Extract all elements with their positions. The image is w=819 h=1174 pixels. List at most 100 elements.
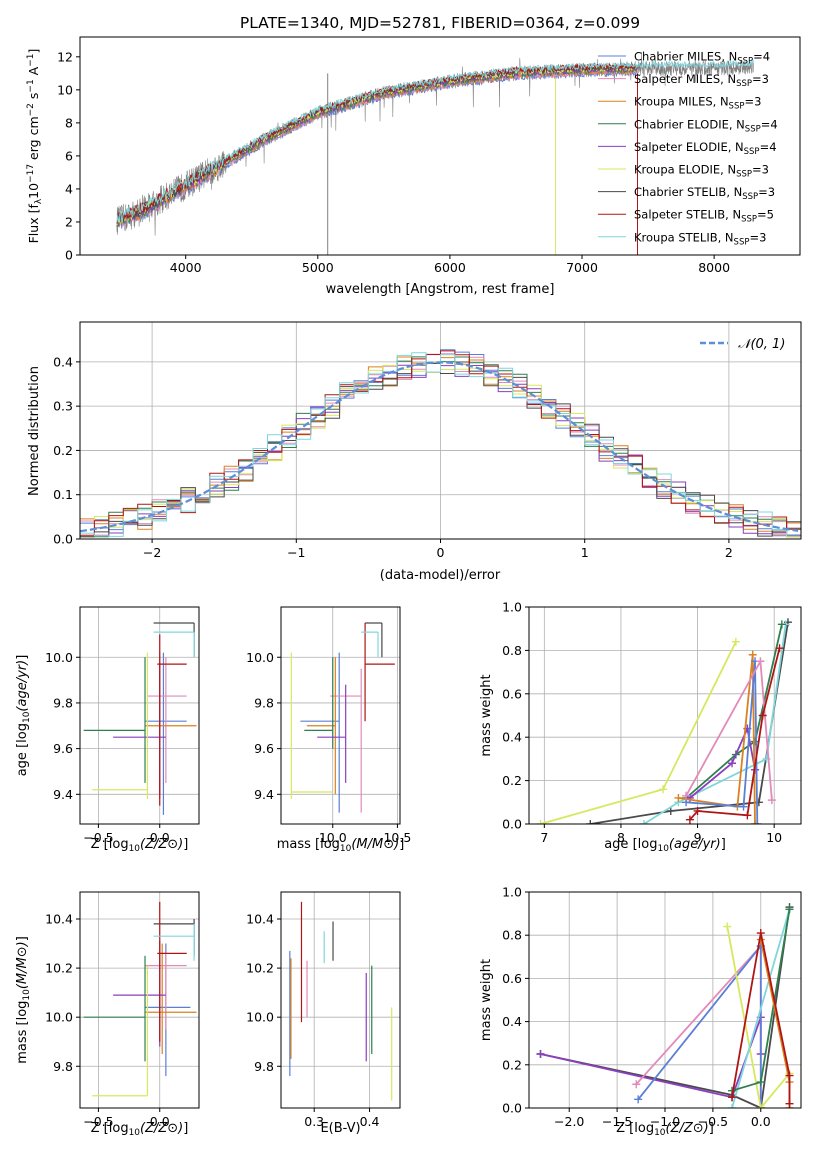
weight-vs-age-xlabel: age [log10(age/yr)]: [604, 837, 726, 854]
mass-vs-z-xtick-label: 0.0: [150, 1114, 170, 1129]
residual-xtick-label: −2: [143, 545, 161, 560]
weight-vs-z-marker-chab_miles: [634, 1095, 643, 1104]
age-vs-z-ytick-label: 9.6: [53, 741, 73, 756]
age-vs-z-xtick-label: 0.0: [150, 830, 170, 845]
weight-vs-age-line-chab_elodie: [685, 624, 783, 799]
spectrum-ytick-label: 12: [57, 49, 73, 64]
weight-vs-age-marker-krou_elodie: [731, 637, 740, 646]
weight-vs-age-marker-salp_stelib: [775, 644, 784, 653]
weight-vs-age-marker-chab_stelib: [586, 820, 595, 824]
weight-vs-age-marker-chab_elodie: [777, 620, 786, 629]
weight-vs-z-ytick-label: 0.4: [502, 1014, 522, 1029]
mass-vs-z-panel: −0.5 0.0 9.8 10.0 10.2 10.4 Z [log10(Z/Z⊙)] mas…: [15, 891, 200, 1138]
weight-vs-z-marker-salp_stelib: [756, 929, 765, 938]
spectrum-ytick-label: 10: [57, 82, 73, 97]
weight-vs-z-marker-krou_elodie: [723, 922, 732, 931]
legend-label-chab_miles: Chabrier MILES, NSSP=4: [634, 50, 770, 67]
spectrum-xtick-label: 6000: [434, 260, 466, 275]
spectrum-ytick-label: 0: [65, 248, 73, 263]
residual-xtick-label: −1: [287, 545, 305, 560]
age-vs-z-xtick-label: −0.5: [83, 830, 113, 845]
weight-vs-age-marker-chab_stelib: [666, 806, 675, 815]
age-vs-mass-xtick-label: 10.0: [319, 830, 347, 845]
spectrum-xlabel: wavelength [Angstrom, rest frame]: [326, 282, 555, 297]
weight-vs-age-xtick-label: 9: [694, 830, 702, 845]
mass-vs-z-xtick-label: −0.5: [83, 1114, 113, 1129]
age-vs-z-plot: [83, 622, 197, 815]
weight-vs-z-xlabel: Z [log10(Z/Z⊙)]: [616, 1121, 714, 1138]
model-line-krou_elodie: [116, 64, 638, 226]
weight-vs-age-ylabel: mass weight: [479, 674, 494, 756]
mass-vs-z-xlabel: Z [log10(Z/Z⊙)]: [91, 1121, 189, 1138]
residual-ytick-label: 0.3: [53, 399, 73, 414]
weight-vs-z-xtick-label: 0.0: [751, 1114, 771, 1129]
weight-vs-z-marker-salp_stelib: [728, 1093, 737, 1102]
weight-vs-z-xtick-label: −2.0: [554, 1114, 584, 1129]
mass-vs-z-plot: [83, 901, 197, 1097]
weight-vs-z-marker-salp_miles: [632, 1080, 641, 1089]
mass-vs-ebv-panel: 0.3 0.4 9.8 10.0 10.2 10.4 E(B-V): [246, 891, 401, 1136]
age-vs-z-panel: −0.5 0.0 9.4 9.6 9.8 10.0 Z [log10(Z/Z⊙)] age […: [15, 606, 200, 854]
mass-vs-z-axes-frame: [79, 891, 200, 1109]
residual-xtick-label: 1: [581, 545, 589, 560]
weight-vs-z-xtick-label: −1.5: [602, 1114, 632, 1129]
weight-vs-z-xtick-label: −1.0: [650, 1114, 680, 1129]
weight-vs-z-ylabel: mass weight: [479, 959, 494, 1041]
weight-vs-z-marker-krou_stelib: [728, 1104, 737, 1108]
age-vs-z-ytick-label: 9.8: [53, 695, 73, 710]
weight-vs-age-line-krou_stelib: [643, 624, 787, 824]
legend-label-chab_elodie: Chabrier ELODIE, NSSP=4: [634, 117, 778, 134]
weight-vs-age-marker-chab_miles: [753, 820, 762, 824]
normal-curve: [80, 361, 799, 533]
weight-vs-age-line-krou_miles: [678, 654, 756, 824]
weight-vs-age-ytick-label: 0.6: [502, 686, 522, 701]
age-vs-mass-ytick-label: 9.8: [254, 695, 274, 710]
legend-label-chab_stelib: Chabrier STELIB, NSSP=3: [634, 185, 775, 202]
spectrum-axes-frame: [79, 36, 801, 256]
weight-vs-age-ytick-label: 1.0: [502, 600, 522, 615]
legend-label-salp_miles: Salpeter MILES, NSSP=3: [634, 72, 769, 89]
weight-vs-age-marker-chab_miles: [739, 802, 748, 811]
weight-vs-z-ytick-label: 0.8: [502, 928, 522, 943]
weight-vs-z-panel: −2.0 −1.5 −1.0 −0.5 0.0 0.0 0.2 0.4 0.6 0.8 1.0 Z […: [479, 885, 802, 1138]
legend-label-salp_elodie: Salpeter ELODIE, NSSP=4: [634, 140, 777, 157]
weight-vs-z-xtick-label: −0.5: [698, 1114, 728, 1129]
residual-ytick-label: 0.0: [53, 532, 73, 547]
weight-vs-age-xtick-label: 8: [617, 830, 625, 845]
age-vs-mass-xtick-label: 10.5: [383, 830, 411, 845]
spectrum-title: PLATE=1340, MJD=52781, FIBERID=0364, z=0…: [240, 14, 640, 32]
age-vs-mass-ytick-label: 9.6: [254, 741, 274, 756]
weight-vs-age-ytick-label: 0.0: [502, 817, 522, 832]
weight-vs-z-plot: [536, 903, 794, 1108]
weight-vs-z-marker-krou_elodie: [756, 1104, 765, 1108]
spectrum-ylabel: Flux [fλ10−17 erg cm−2 s−1 A−1]: [26, 49, 44, 244]
spectrum-xtick-label: 5000: [302, 260, 334, 275]
weight-vs-z-marker-salp_elodie: [536, 1050, 545, 1058]
spectrum-ytick-label: 2: [65, 214, 73, 229]
spectrum-xtick-label: 8000: [698, 260, 730, 275]
weight-vs-age-marker-chab_elodie: [751, 737, 760, 746]
residual-ytick-label: 0.4: [53, 354, 73, 369]
age-vs-z-xlabel: Z [log10(Z/Z⊙)]: [91, 837, 189, 854]
residual-xlabel: (data-model)/error: [380, 568, 501, 583]
spectrum-xtick-label: 4000: [170, 260, 202, 275]
weight-vs-z-marker-chab_elodie: [785, 905, 794, 914]
mass-vs-ebv-ytick-label: 10.0: [246, 1010, 274, 1025]
weight-vs-age-plot: [536, 618, 792, 824]
weight-vs-age-marker-salp_miles: [756, 657, 765, 666]
mass-vs-ebv-xtick-label: 0.3: [304, 1114, 324, 1129]
legend-label-krou_stelib: Kroupa STELIB, NSSP=3: [634, 230, 766, 247]
weight-vs-z-ytick-label: 1.0: [502, 885, 522, 900]
mass-vs-z-ylabel: mass [log10(M/M⊙)]: [15, 936, 32, 1064]
spectrum-ytick-label: 6: [65, 148, 73, 163]
spectrum-ytick-label: 4: [65, 181, 73, 196]
weight-vs-age-axes-frame: [528, 606, 802, 825]
spectrum-panel: PLATE=1340, MJD=52781, FIBERID=0364, z=0…: [26, 14, 801, 297]
weight-vs-z-marker-salp_stelib: [785, 1071, 794, 1080]
weight-vs-age-panel: 7 8 9 10 0.0 0.2 0.4 0.6 0.8 1.0 age [log10(age/yr…: [479, 600, 802, 854]
weight-vs-age-marker-salp_stelib: [758, 711, 767, 720]
weight-vs-z-marker-chab_elodie: [756, 1078, 765, 1087]
model-line-salp_elodie: [116, 64, 638, 227]
weight-vs-age-line-krou_elodie: [540, 641, 737, 824]
